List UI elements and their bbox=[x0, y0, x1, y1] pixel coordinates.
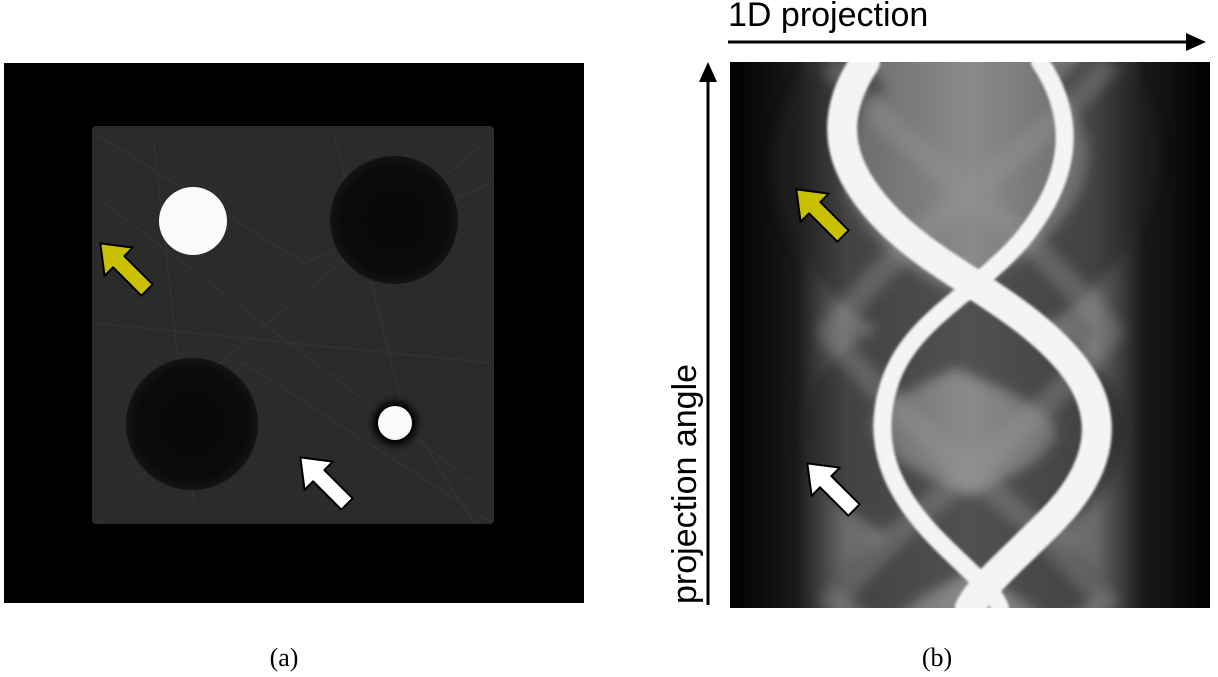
bright-disk-small bbox=[378, 406, 412, 440]
dark-disk-bottom-left bbox=[126, 358, 258, 490]
phantom-image bbox=[4, 63, 584, 603]
bright-sinusoid-small bbox=[873, 53, 1074, 617]
caption-a: (a) bbox=[269, 643, 299, 672]
bright-disk-large bbox=[159, 187, 227, 255]
y-axis-arrow bbox=[699, 62, 717, 605]
bright-sinusoid-large bbox=[827, 47, 1112, 623]
x-axis-arrow bbox=[728, 33, 1206, 51]
y-axis-label: projection angle bbox=[666, 363, 704, 604]
panel-b bbox=[730, 37, 1210, 630]
white-arrow-icon bbox=[299, 456, 354, 511]
white-arrow-icon bbox=[806, 462, 861, 517]
dark-disk-top-right bbox=[330, 156, 458, 284]
x-axis-label: 1D projection bbox=[728, 0, 929, 34]
yellow-arrow-icon bbox=[795, 188, 850, 243]
panel-a bbox=[4, 63, 584, 603]
yellow-arrow-icon bbox=[99, 242, 154, 297]
sinogram-image bbox=[730, 37, 1210, 630]
caption-b: (b) bbox=[921, 643, 953, 672]
